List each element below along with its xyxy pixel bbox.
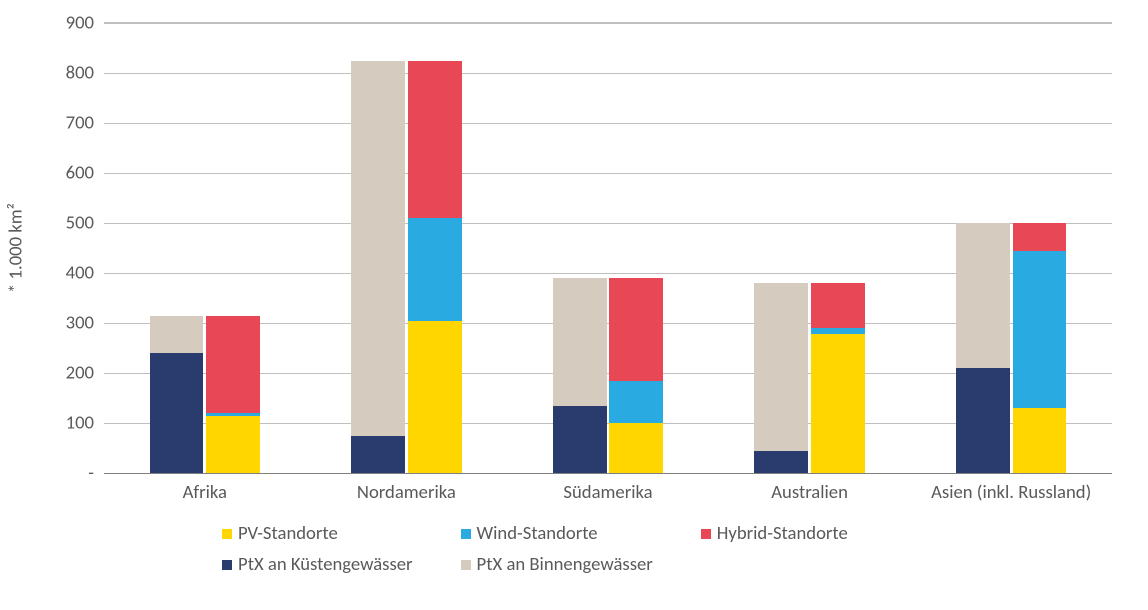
bar-segment-coast (956, 368, 1010, 473)
legend-item-inland: PtX an Binnengewässer (461, 553, 653, 576)
x-tick-label: Afrika (183, 481, 227, 504)
legend-swatch (222, 529, 232, 539)
plot-area: * 1.000 km² - 100 200 300 400 500 600 70… (104, 22, 1112, 473)
bar-segment-hybrid (206, 316, 260, 414)
legend-item-pv: PV-Standorte (222, 522, 413, 545)
bar-segment-hybrid (609, 278, 663, 381)
bar-segment-coast (150, 353, 204, 473)
bar-segment-hybrid (1013, 223, 1067, 251)
legend-swatch (461, 529, 471, 539)
bar-segment-inland (956, 223, 1010, 368)
category-group: Afrika (130, 23, 279, 473)
bar-segment-hybrid (408, 61, 462, 219)
bar-segment-coast (754, 451, 808, 474)
y-axis-title: * 1.000 km² (5, 203, 28, 293)
y-tick-label: - (88, 462, 104, 485)
category-group: Australien (735, 23, 884, 473)
legend-label: Hybrid-Standorte (717, 522, 848, 545)
legend-label: Wind-Standorte (477, 522, 598, 545)
category-group: Südamerika (533, 23, 682, 473)
bar-segment-hybrid (811, 283, 865, 328)
y-tick-label: 100 (66, 412, 104, 435)
bar-segment-pv (206, 416, 260, 474)
y-tick-label: 200 (66, 362, 104, 385)
y-tick-label: 900 (66, 12, 104, 35)
stacked-bar-chart: * 1.000 km² - 100 200 300 400 500 600 70… (0, 0, 1148, 610)
legend-label: PtX an Küstengewässer (238, 553, 413, 576)
x-tick-label: Asien (inkl. Russland) (931, 481, 1091, 504)
bar-segment-coast (351, 436, 405, 474)
bar-segment-inland (553, 278, 607, 406)
y-tick-label: 600 (66, 162, 104, 185)
legend-item-wind: Wind-Standorte (461, 522, 653, 545)
legend-item-hybrid: Hybrid-Standorte (701, 522, 848, 545)
y-tick-label: 300 (66, 312, 104, 335)
legend-item-coast: PtX an Küstengewässer (222, 553, 413, 576)
y-tick-label: 700 (66, 112, 104, 135)
legend-swatch (701, 529, 711, 539)
bar-segment-pv (609, 423, 663, 473)
legend-swatch (461, 560, 471, 570)
x-tick-label: Nordamerika (357, 481, 456, 504)
legend-label: PtX an Binnengewässer (477, 553, 653, 576)
bar-segment-pv (811, 334, 865, 473)
category-group: Asien (inkl. Russland) (937, 23, 1086, 473)
x-tick-label: Australien (771, 481, 848, 504)
bar-segment-pv (408, 321, 462, 474)
y-tick-label: 800 (66, 62, 104, 85)
bar-segment-wind (206, 413, 260, 416)
x-tick-label: Südamerika (563, 481, 652, 504)
y-tick-label: 500 (66, 212, 104, 235)
bar-segment-coast (553, 406, 607, 474)
bar-segment-pv (1013, 408, 1067, 473)
bar-segment-wind (811, 328, 865, 334)
legend-swatch (222, 560, 232, 570)
legend: PV-Standorte Wind-Standorte Hybrid-Standor… (222, 522, 848, 576)
bar-segment-wind (609, 381, 663, 424)
bar-segment-wind (1013, 251, 1067, 409)
y-tick-label: 400 (66, 262, 104, 285)
bar-segment-inland (150, 316, 204, 354)
bar-segment-inland (351, 61, 405, 436)
legend-label: PV-Standorte (238, 522, 338, 545)
category-group: Nordamerika (332, 23, 481, 473)
gridline (104, 473, 1112, 474)
bar-segment-wind (408, 218, 462, 321)
bar-segment-inland (754, 283, 808, 451)
